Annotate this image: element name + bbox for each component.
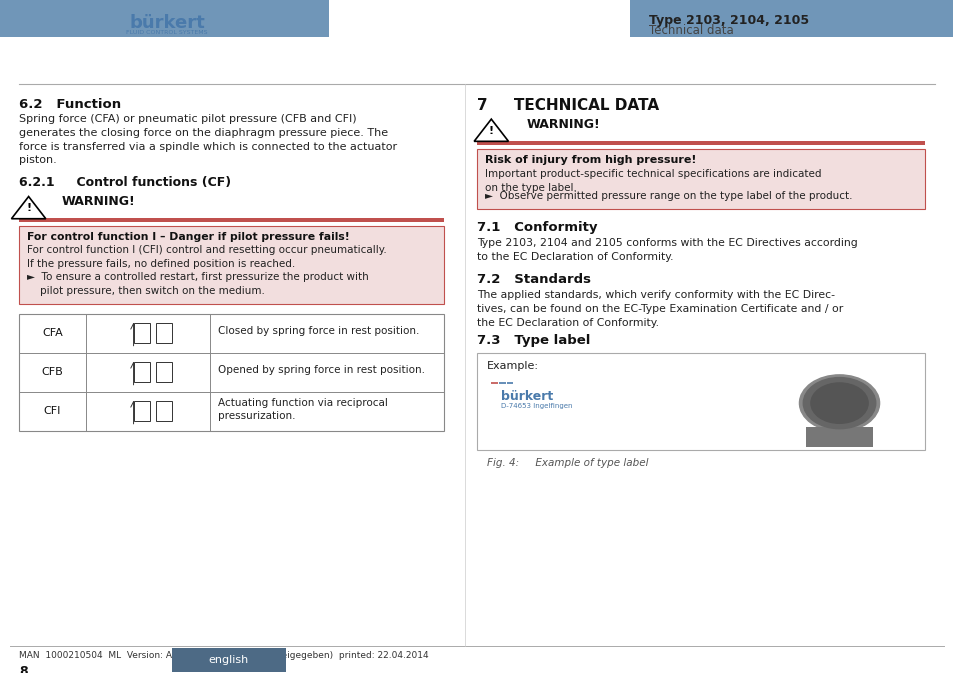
Text: Example:: Example:: [486, 361, 538, 371]
FancyBboxPatch shape: [133, 401, 151, 421]
FancyBboxPatch shape: [19, 314, 443, 431]
FancyBboxPatch shape: [19, 226, 443, 304]
Text: Spring force (CFA) or pneumatic pilot pressure (CFB and CFI)
generates the closi: Spring force (CFA) or pneumatic pilot pr…: [19, 114, 396, 165]
Text: bürkert: bürkert: [129, 14, 205, 32]
Text: Type 2103, 2104, 2105: Type 2103, 2104, 2105: [648, 14, 808, 28]
Text: !: !: [26, 203, 31, 213]
Polygon shape: [474, 119, 508, 141]
Text: 7.2   Standards: 7.2 Standards: [476, 273, 590, 286]
Text: For control function I – Danger if pilot pressure fails!: For control function I – Danger if pilot…: [27, 232, 349, 242]
Text: 6.2   Function: 6.2 Function: [19, 98, 121, 110]
FancyBboxPatch shape: [805, 427, 872, 447]
Text: Closed by spring force in rest position.: Closed by spring force in rest position.: [217, 326, 418, 336]
Text: english: english: [209, 656, 249, 665]
Text: FLUID CONTROL SYSTEMS: FLUID CONTROL SYSTEMS: [126, 30, 208, 36]
Text: CFB: CFB: [42, 367, 63, 377]
Text: 6.2.1     Control functions (CF): 6.2.1 Control functions (CF): [19, 176, 231, 189]
Text: Type 2103, 2104 and 2105 conforms with the EC Directives according
to the EC Dec: Type 2103, 2104 and 2105 conforms with t…: [476, 238, 857, 262]
Text: 7.1   Conformity: 7.1 Conformity: [476, 221, 597, 234]
FancyBboxPatch shape: [133, 323, 151, 343]
Circle shape: [799, 375, 879, 431]
Text: Important product-specific technical specifications are indicated
on the type la: Important product-specific technical spe…: [484, 169, 821, 192]
FancyBboxPatch shape: [155, 401, 172, 421]
Text: Actuating function via reciprocal
pressurization.: Actuating function via reciprocal pressu…: [217, 398, 387, 421]
Text: Fig. 4:     Example of type label: Fig. 4: Example of type label: [486, 458, 647, 468]
Text: 7     TECHNICAL DATA: 7 TECHNICAL DATA: [476, 98, 659, 112]
Text: CFA: CFA: [42, 328, 63, 338]
Text: 7.3   Type label: 7.3 Type label: [476, 334, 590, 347]
Text: Risk of injury from high pressure!: Risk of injury from high pressure!: [484, 155, 696, 166]
FancyBboxPatch shape: [172, 648, 286, 672]
FancyBboxPatch shape: [155, 362, 172, 382]
FancyBboxPatch shape: [133, 362, 151, 382]
Text: WARNING!: WARNING!: [526, 118, 599, 131]
Text: The applied standards, which verify conformity with the EC Direc-
tives, can be : The applied standards, which verify conf…: [476, 290, 842, 328]
Text: MAN  1000210504  ML  Version: A Status: RL (released | freigegeben)  printed: 22: MAN 1000210504 ML Version: A Status: RL …: [19, 651, 428, 660]
FancyBboxPatch shape: [476, 149, 924, 209]
FancyBboxPatch shape: [19, 218, 443, 222]
Text: !: !: [488, 126, 494, 135]
FancyBboxPatch shape: [629, 0, 953, 37]
Text: ►  Observe permitted pressure range on the type label of the product.: ► Observe permitted pressure range on th…: [484, 191, 851, 201]
Polygon shape: [11, 197, 46, 219]
Text: For control function I (CFI) control and resetting occur pneumatically.
If the p: For control function I (CFI) control and…: [27, 245, 386, 295]
FancyBboxPatch shape: [476, 353, 924, 450]
FancyBboxPatch shape: [476, 141, 924, 145]
Text: Opened by spring force in rest position.: Opened by spring force in rest position.: [217, 365, 424, 376]
FancyBboxPatch shape: [0, 0, 329, 37]
Circle shape: [810, 383, 867, 423]
Text: CFI: CFI: [44, 406, 61, 416]
Text: Technical data: Technical data: [648, 24, 733, 38]
FancyBboxPatch shape: [155, 323, 172, 343]
Circle shape: [802, 378, 875, 429]
Text: 8: 8: [19, 665, 28, 673]
Text: D-74653 Ingelfingen: D-74653 Ingelfingen: [500, 403, 572, 409]
Text: bürkert: bürkert: [500, 390, 553, 402]
Text: WARNING!: WARNING!: [62, 195, 135, 209]
